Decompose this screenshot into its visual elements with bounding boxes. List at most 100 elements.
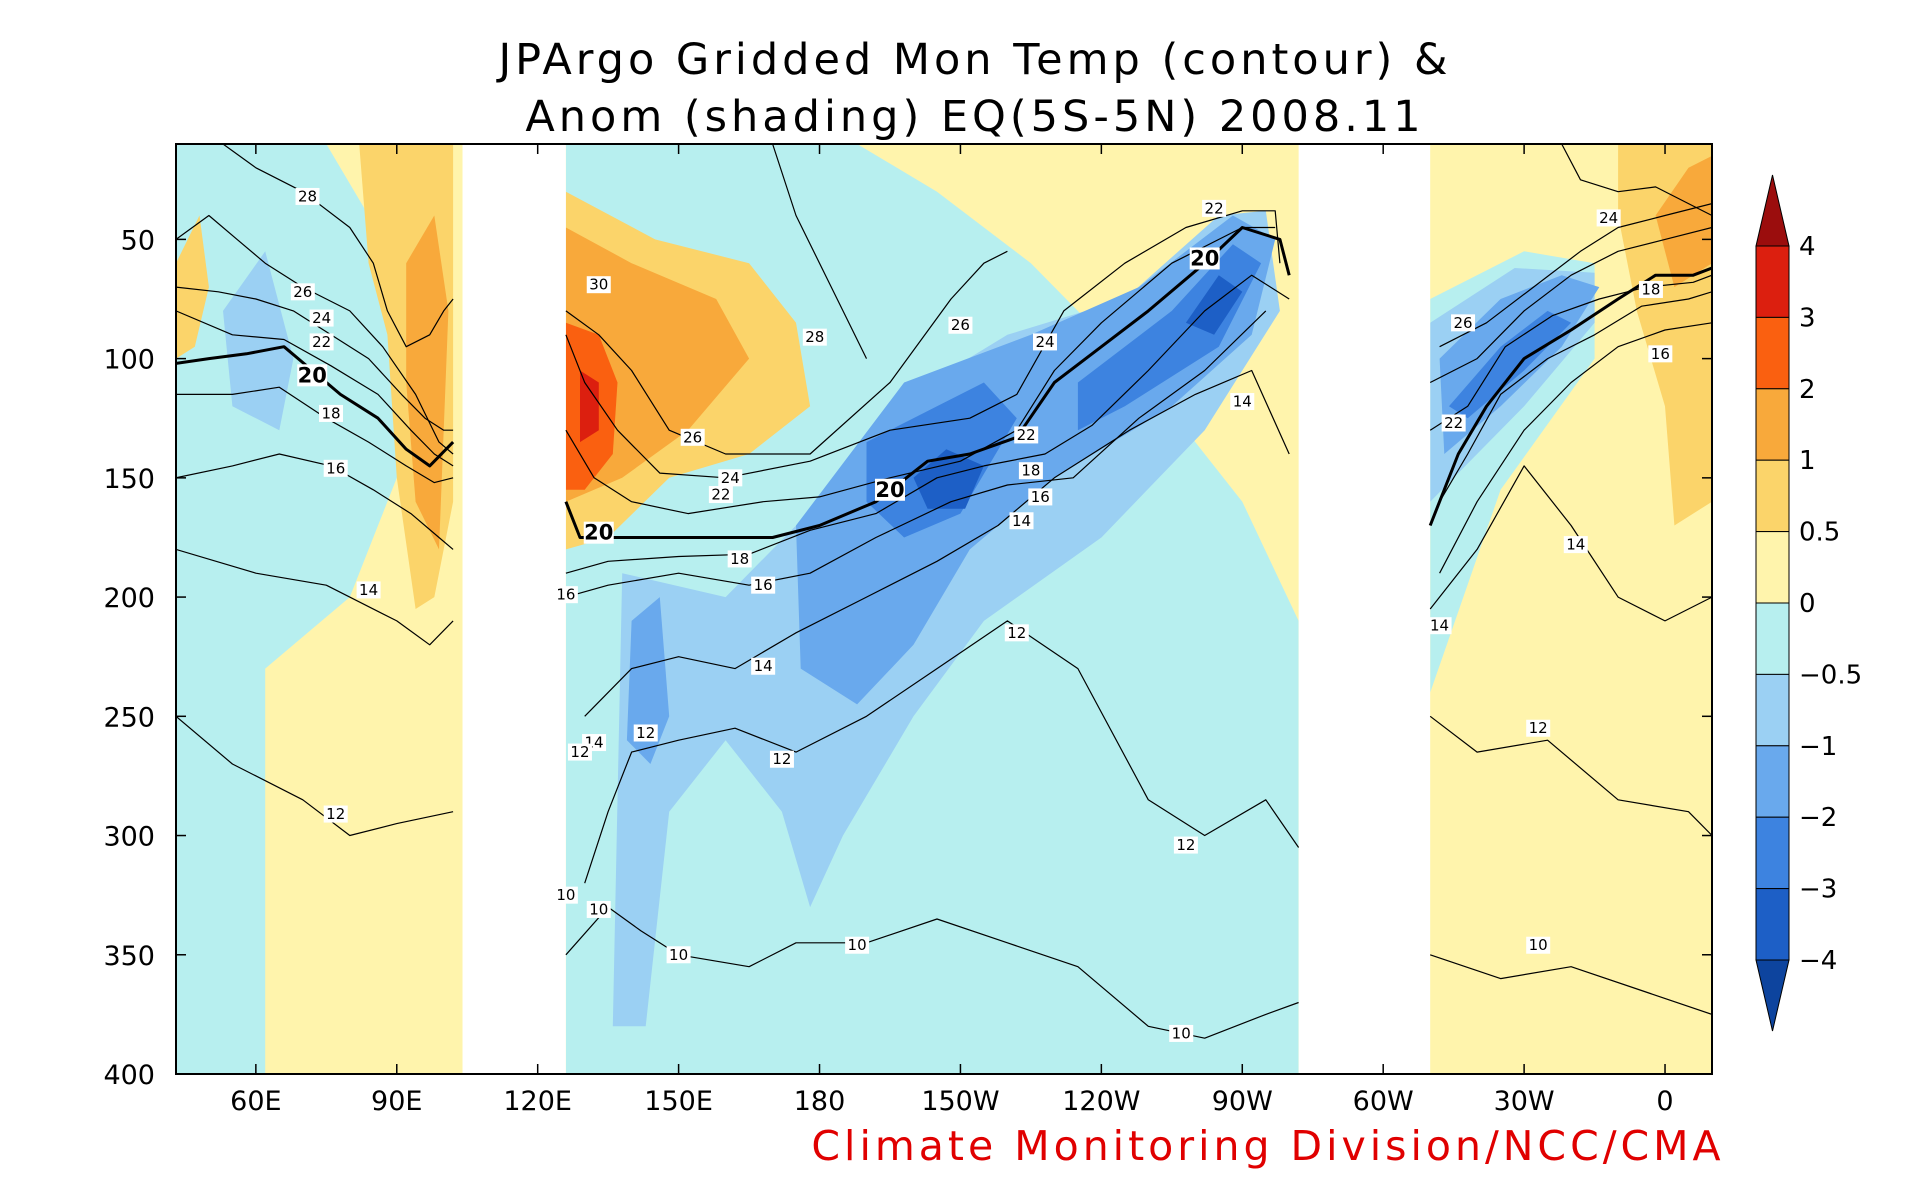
contour-20-seg-2 [1428,266,1712,527]
plot-frame [175,143,1713,1075]
contour-label-47: 12 [1529,719,1548,737]
contour-label-bg-25 [751,657,776,675]
contour-14-seg-1 [584,369,1290,717]
colorbar-label-6: −0.5 [1799,660,1862,690]
contour-label-4: 20 [298,363,327,387]
contour-label-bg-6 [323,459,348,477]
x-tick-label-0: 60E [230,1086,281,1117]
contour-label-38: 10 [848,936,867,954]
contour-label-14: 24 [721,469,740,487]
contour-label-26: 12 [1007,624,1026,642]
contour-28-seg-1 [772,144,868,359]
contour-label-32: 12 [570,743,589,761]
contour-label-3: 22 [312,333,331,351]
contour-label-bg-8 [323,805,348,823]
chart-title-line2: Anom (shading) EQ(5S-5N) 2008.11 [525,92,1424,142]
contour-label-bg-36 [586,900,611,918]
temperature-contours [176,144,1712,1039]
x-tick-label-3: 150E [644,1086,713,1117]
contour-label-bg-9 [586,276,611,294]
contour-label-34: 12 [1176,836,1195,854]
contour-label-bg-33 [769,750,794,768]
contour-label-30: 12 [636,724,655,742]
credit-text: Climate Monitoring Division/NCC/CMA [811,1122,1724,1170]
contour-label-20: 16 [1031,488,1050,506]
contour-24-seg-2 [1429,226,1712,384]
colorbar-box-9 [1755,888,1790,961]
y-tick-label-2: 150 [103,464,155,495]
contour-label-22: 18 [730,550,749,568]
contour-label-bg-2 [309,309,334,327]
contour-10-seg-1 [1430,954,1712,1015]
contour-label-bg-16 [1014,426,1039,444]
contour-label-15: 22 [711,486,730,504]
contour-label-bg-40 [1451,314,1476,332]
chart-title-line1: JPArgo Gridded Mon Temp (contour) & [495,35,1451,85]
colorbar-label-8: −2 [1799,803,1837,833]
contour-label-bg-3 [309,333,334,351]
contour-label-bg-48 [1526,936,1551,954]
colorbar-bottom-triangle [1755,959,1790,1032]
contour-label-21: 14 [1012,512,1031,530]
contour-22-seg-2 [1429,274,1712,431]
colorbar-box-3 [1755,459,1790,533]
contour-label-bg-13 [1032,333,1057,351]
contour-18-seg-0 [176,386,454,484]
contour-22-seg-0 [176,310,454,467]
contour-label-10: 28 [805,328,824,346]
x-tick-label-2: 120E [503,1086,572,1117]
colorbar-label-10: −4 [1799,946,1837,976]
x-tick-label-8: 60W [1353,1086,1414,1117]
contour-label-bg-29 [1189,247,1220,270]
contour-label-bg-42 [1596,209,1621,227]
contour-16-seg-0 [176,453,454,550]
contour-label-bg-5 [319,404,344,422]
missing-data-columns [462,144,1431,1074]
contour-26-seg-1 [565,250,1008,455]
contour-label-29: 20 [1190,246,1219,270]
colorbar-box-5 [1755,602,1790,675]
colorbar-box-2 [1755,388,1790,461]
contour-label-8: 12 [326,805,345,823]
shading-region-16 [176,215,209,359]
colorbar-label-3: 1 [1799,446,1816,476]
contour-14-seg-2 [1429,465,1712,622]
plot-area: 2826242220181614123028262624242222202018… [176,144,1712,1074]
contour-label-35: 10 [556,886,575,904]
colorbar-box-4 [1755,531,1790,604]
contour-label-41: 22 [1444,414,1463,432]
contour-label-bg-27 [1230,393,1255,411]
contour-label-bg-46 [1427,617,1452,635]
contour-label-bg-7 [356,581,381,599]
contour-label-bg-20 [1028,488,1053,506]
colorbar-legend: 4 3 2 1 0.5 0 −0.5 −1 −2 −3 −4 [1755,174,1862,1032]
contour-label-33: 12 [772,750,791,768]
colorbar-box-8 [1755,816,1790,890]
contour-label-12: 26 [683,428,702,446]
colorbar-label-9: −3 [1799,875,1837,905]
contour-label-17: 20 [875,478,904,502]
x-tick-label-1: 90E [371,1086,422,1117]
contour-label-bg-32 [567,743,592,761]
contour-12-seg-1 [584,620,1300,884]
contour-label-9: 30 [589,276,608,294]
contour-label-5: 18 [321,404,340,422]
contour-label-bg-34 [1173,836,1198,854]
contour-label-bg-4 [297,364,328,387]
colorbar-box-7 [1755,745,1790,818]
contour-label-46: 14 [1430,617,1449,635]
shading-region-13 [1185,275,1243,335]
colorbar-label-1: 3 [1799,303,1816,333]
contour-label-19: 18 [1021,462,1040,480]
contour-16-seg-1 [565,310,1267,598]
colorbar-label-0: 4 [1799,232,1816,262]
x-tick-label-7: 90W [1212,1086,1273,1117]
contour-28-seg-2 [1561,144,1712,217]
y-tick-label-1: 100 [103,345,155,376]
contour-label-bg-22 [727,550,752,568]
contour-label-18: 20 [584,521,613,545]
colorbar-box-6 [1755,673,1790,747]
contour-label-24: 16 [754,576,773,594]
contour-label-bg-38 [845,936,870,954]
